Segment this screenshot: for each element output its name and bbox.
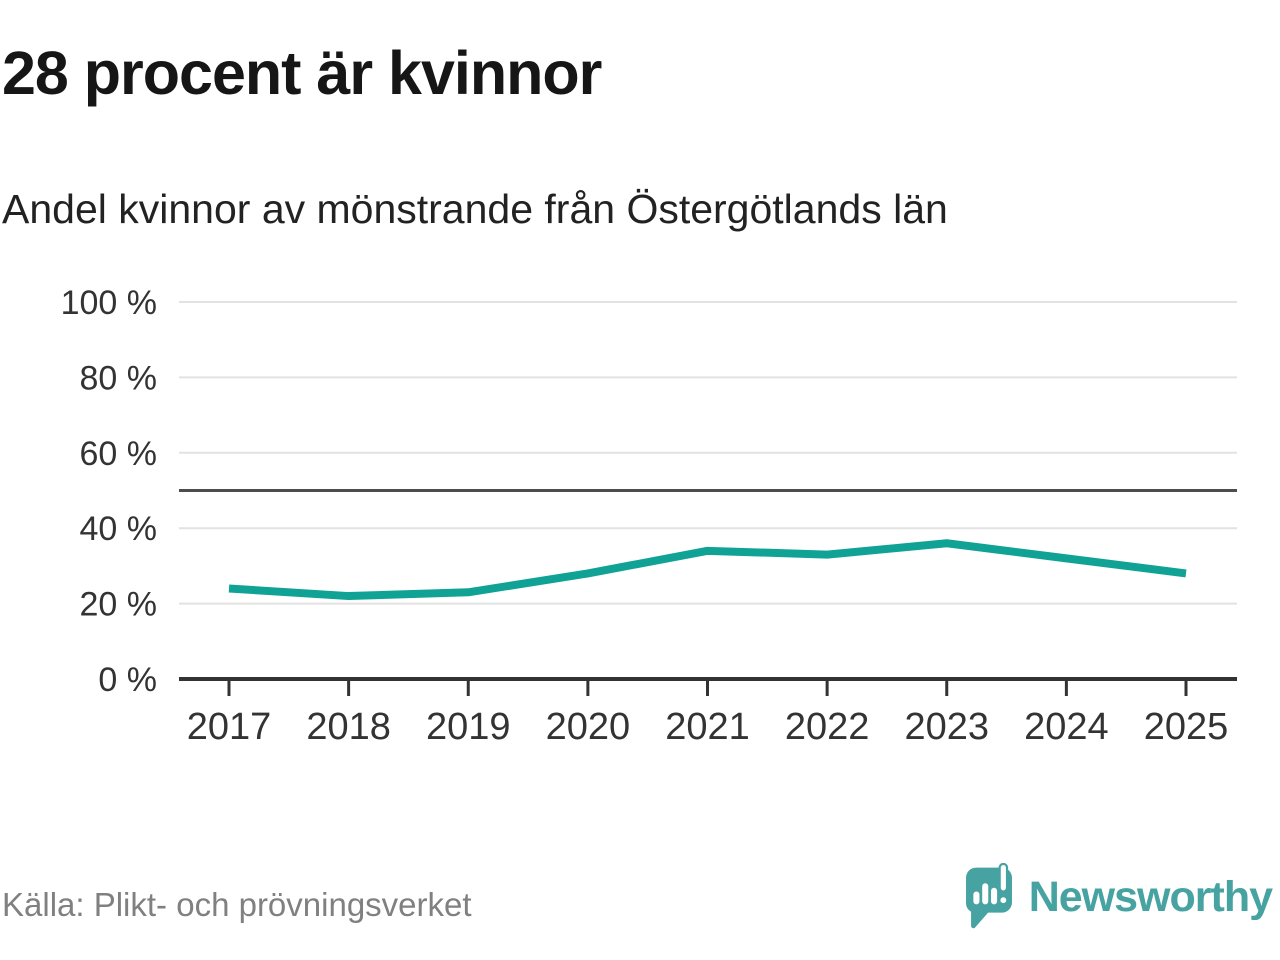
x-tick-label: 2018 bbox=[306, 706, 391, 748]
data-line-andel-kvinnor-av-m-nstrande bbox=[228, 539, 1187, 601]
newsworthy-wordmark: Newsworthy bbox=[1028, 872, 1273, 921]
logo-exclamation-bar bbox=[998, 863, 1008, 893]
chart-title: 28 procent är kvinnor bbox=[2, 39, 602, 107]
y-tick-label: 60 % bbox=[80, 435, 158, 473]
logo-bar-medium bbox=[990, 887, 997, 905]
y-tick-label: 0 % bbox=[98, 661, 157, 699]
x-tick-label: 2017 bbox=[187, 706, 272, 748]
newsworthy-logo-icon bbox=[965, 863, 1012, 929]
x-tick-label: 2024 bbox=[1024, 706, 1109, 748]
x-tick-label: 2019 bbox=[426, 706, 511, 748]
logo-bar-small bbox=[973, 891, 980, 905]
x-tick-label: 2021 bbox=[665, 706, 750, 748]
y-tick-label: 80 % bbox=[80, 359, 158, 397]
newsworthy-logo: Newsworthy bbox=[963, 862, 1273, 932]
source-note: Källa: Plikt- och prövningsverket bbox=[2, 886, 472, 923]
y-tick-label: 20 % bbox=[80, 586, 158, 624]
x-tick-label: 2025 bbox=[1144, 706, 1229, 748]
x-tick-label: 2022 bbox=[785, 706, 870, 748]
logo-exclamation-dot bbox=[997, 895, 1009, 906]
x-tick-label: 2023 bbox=[904, 706, 989, 748]
y-tick-label: 100 % bbox=[61, 284, 157, 322]
x-tick-label: 2020 bbox=[546, 706, 631, 748]
line-chart: 2017 2018 2019 2020 2021 2022 2023 2024 2025 0 % 2… bbox=[61, 284, 1237, 748]
logo-bar-tall bbox=[981, 883, 988, 905]
y-tick-label: 40 % bbox=[80, 510, 158, 548]
chart-subtitle: Andel kvinnor av mönstrande från Östergö… bbox=[2, 186, 948, 232]
